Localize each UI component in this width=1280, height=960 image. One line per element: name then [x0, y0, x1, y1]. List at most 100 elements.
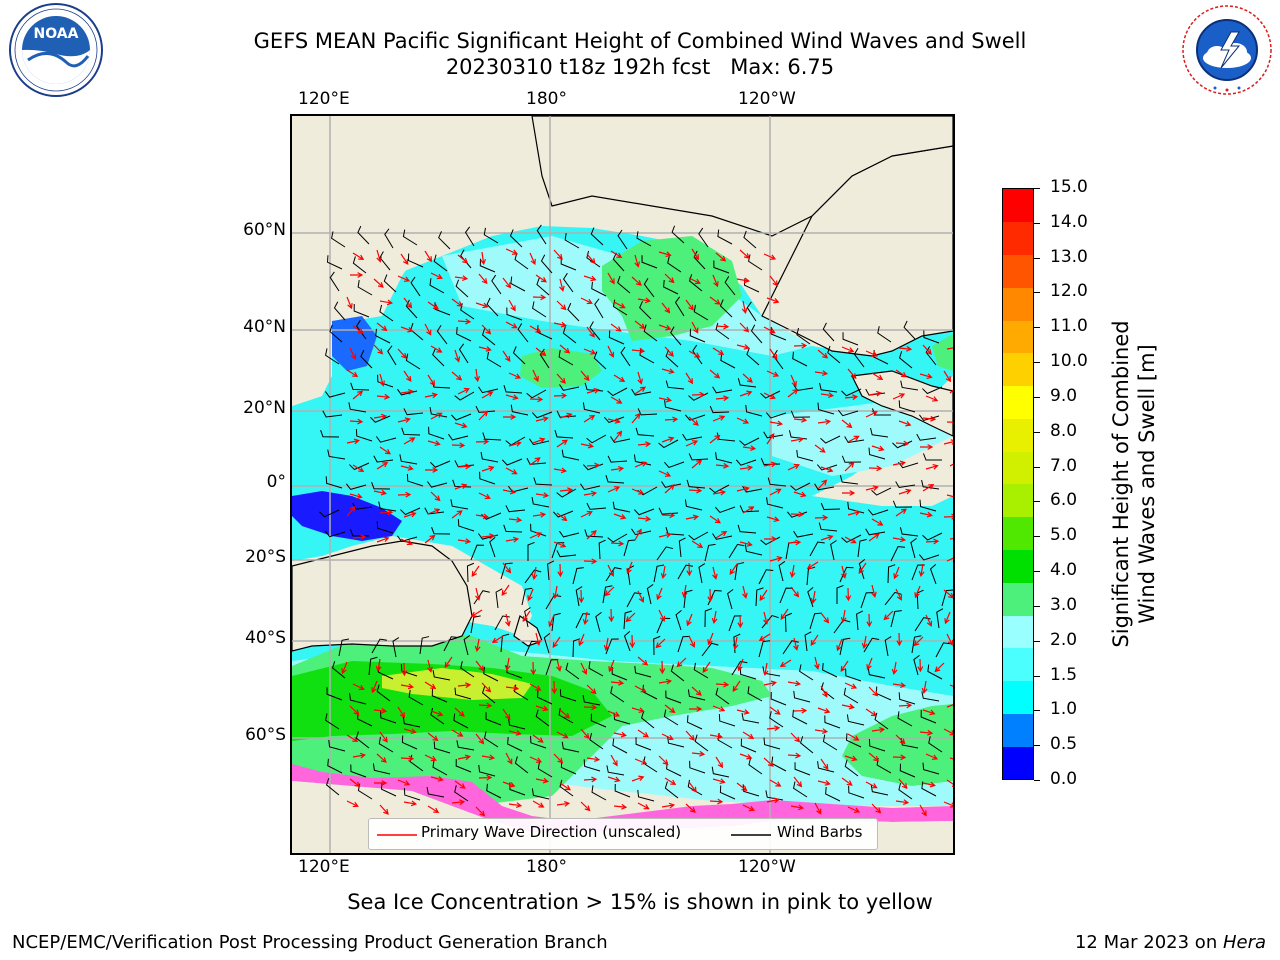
wave-direction-arrow [707, 632, 714, 646]
wave-direction-arrow [530, 661, 537, 676]
wind-barb [739, 505, 760, 513]
wind-barb [333, 301, 346, 321]
wave-direction-arrow [580, 297, 593, 305]
wave-direction-arrow [892, 460, 906, 467]
wave-direction-arrow [631, 707, 645, 713]
wave-direction-arrow [424, 754, 437, 762]
wind-barb [431, 526, 451, 535]
wind-barb [484, 731, 499, 748]
wave-direction-arrow [481, 533, 496, 540]
wave-direction-arrow [762, 662, 769, 677]
wave-direction-arrow [475, 513, 490, 520]
wave-direction-arrow [454, 349, 461, 363]
wave-direction-arrow [766, 370, 780, 377]
wave-direction-arrow [502, 277, 512, 289]
colorbar-tick-mark [1034, 640, 1040, 642]
wave-direction-arrow [501, 584, 510, 596]
wave-direction-arrow [736, 709, 750, 715]
wave-direction-arrow [480, 251, 486, 266]
wind-barb [607, 387, 628, 397]
wave-direction-arrow [634, 320, 646, 330]
wave-direction-arrow [548, 614, 555, 628]
wave-direction-arrow [763, 611, 769, 625]
wind-barb [684, 414, 706, 421]
wave-direction-arrow [736, 417, 750, 424]
wind-barb [567, 302, 580, 322]
colorbar-band [1003, 418, 1033, 452]
wind-barb [547, 560, 555, 581]
wind-barb [653, 635, 661, 656]
wave-direction-arrow [424, 323, 432, 336]
colorbar-tick-label: 0.5 [1050, 734, 1078, 755]
wave-direction-arrow [922, 415, 937, 422]
wave-direction-arrow [610, 466, 625, 472]
wind-barb [641, 255, 658, 269]
wave-direction-arrow [535, 705, 549, 712]
wave-direction-arrow [430, 345, 443, 353]
wind-barb [740, 738, 757, 753]
wind-barb [758, 640, 771, 658]
colorbar-title: Significant Height of Combined Wind Wave… [1106, 188, 1162, 780]
sea-ice-note: Sea Ice Concentration > 15% is shown in … [347, 890, 933, 914]
wave-direction-arrow [688, 487, 703, 494]
wave-direction-arrow [892, 682, 907, 688]
wave-direction-arrow [502, 350, 511, 362]
colorbar-band [1003, 549, 1033, 583]
wave-direction-arrow [664, 777, 677, 786]
wind-barb [322, 410, 343, 418]
lat-label-20n: 20°N [243, 398, 286, 418]
wind-barb [410, 276, 421, 297]
wind-barb [712, 533, 733, 540]
colorbar-band [1003, 713, 1033, 747]
wave-direction-arrow [898, 345, 913, 352]
lon-label-120w-bottom: 120°W [738, 857, 796, 877]
colorbar-band [1003, 615, 1033, 649]
wave-direction-arrow [613, 513, 627, 520]
wave-direction-arrow [352, 390, 364, 400]
colorbar-tick-label: 5.0 [1050, 525, 1078, 546]
colorbar-tick-mark [1034, 780, 1040, 781]
wave-direction-arrow [685, 372, 694, 385]
wave-direction-arrow [895, 508, 907, 517]
wave-direction-arrow [921, 680, 928, 695]
wave-direction-arrow [610, 540, 625, 547]
colorbar-tick-mark [1034, 396, 1040, 398]
wind-barb [799, 736, 814, 754]
wave-direction-arrow [583, 275, 597, 282]
wave-direction-arrow [943, 728, 953, 736]
wind-barb [856, 610, 864, 631]
wave-direction-arrow [814, 728, 829, 734]
wave-direction-arrow [424, 392, 438, 399]
wave-direction-arrow [685, 730, 695, 741]
wind-barb [408, 690, 424, 706]
wind-barb [918, 414, 940, 421]
wave-direction-arrow [583, 348, 597, 355]
wind-barb [357, 280, 373, 296]
wind-barb [553, 510, 574, 518]
wave-direction-arrow [787, 463, 800, 471]
wind-barb [623, 610, 632, 630]
wave-direction-arrow [346, 800, 359, 808]
wind-barb [623, 539, 636, 557]
wind-barb [612, 252, 625, 272]
colorbar-tick-mark [1034, 188, 1040, 189]
wave-direction-arrow [478, 273, 488, 285]
wave-direction-arrow [763, 253, 777, 260]
wave-direction-arrow [820, 685, 828, 698]
wave-direction-arrow [949, 684, 953, 687]
wind-barb [526, 389, 547, 399]
wind-barb [897, 711, 913, 727]
wave-direction-arrow [457, 318, 472, 325]
wave-direction-arrow [840, 609, 847, 624]
wave-direction-arrow [664, 484, 675, 494]
wave-direction-arrow [505, 394, 519, 400]
wave-direction-arrow [919, 373, 933, 379]
wind-barb [605, 638, 619, 655]
wind-barb [868, 739, 886, 752]
wave-direction-arrow [400, 253, 409, 265]
wave-direction-arrow [779, 659, 792, 668]
wave-direction-arrow [664, 346, 674, 357]
wind-barb [480, 451, 499, 463]
wind-barb [325, 348, 340, 365]
wind-barb [539, 348, 550, 369]
